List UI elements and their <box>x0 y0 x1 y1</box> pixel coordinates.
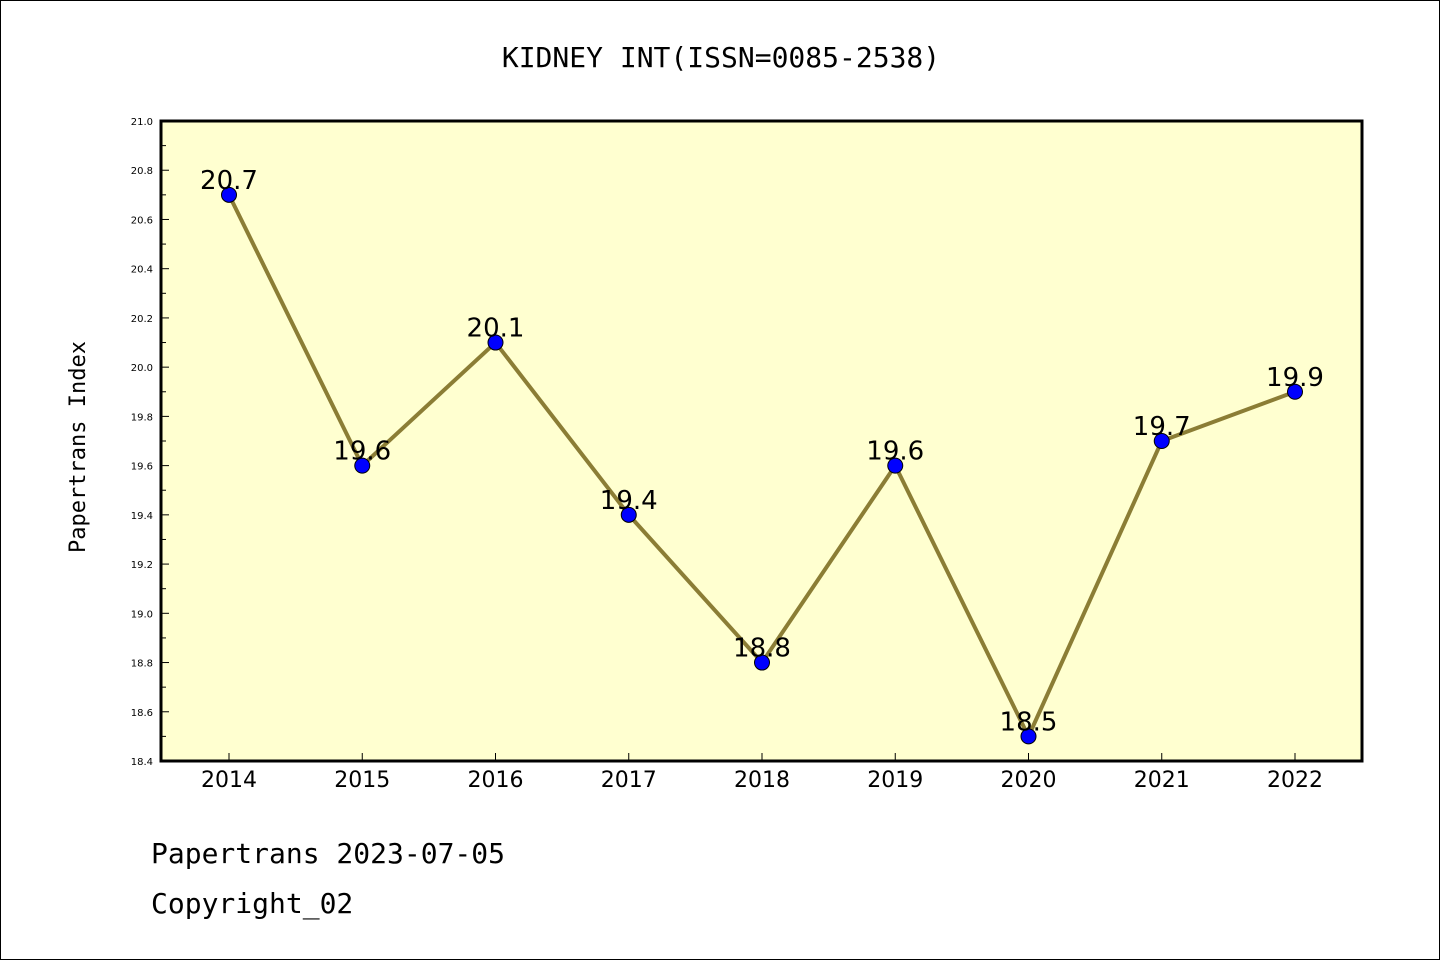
x-tick-label: 2020 <box>1001 768 1057 793</box>
y-tick-label: 19.0 <box>131 609 153 620</box>
data-labels: 20.7 19.6 20.1 19.4 18.8 19.6 18.5 19.7 19.9 <box>200 166 1324 738</box>
y-tick-label: 19.4 <box>131 511 153 522</box>
y-tick-label: 21.0 <box>131 117 153 128</box>
data-label: 20.1 <box>467 314 525 344</box>
x-tick-label: 2015 <box>334 768 390 793</box>
y-tick-label: 18.6 <box>131 708 153 719</box>
y-tick-label: 20.0 <box>131 363 153 374</box>
data-label: 20.7 <box>200 166 258 196</box>
y-tick-label: 20.6 <box>131 215 153 226</box>
data-point <box>620 506 637 523</box>
y-tick-label: 19.6 <box>131 462 153 473</box>
data-label: 18.8 <box>733 634 791 664</box>
data-point <box>1153 433 1170 449</box>
y-tick-label: 20.8 <box>131 166 153 177</box>
y-tick-label: 18.8 <box>131 659 153 670</box>
data-point <box>221 186 237 203</box>
x-tick-label: 2021 <box>1134 768 1190 793</box>
x-tick-label: 2019 <box>867 768 923 793</box>
data-point <box>887 457 904 474</box>
y-tick-label: 19.2 <box>131 560 153 571</box>
y-tick-label: 20.2 <box>131 314 153 325</box>
data-label: 19.4 <box>600 486 658 516</box>
x-axis: 2014 2015 2016 2017 2018 2019 2020 2021 2022 <box>201 753 1323 793</box>
data-point <box>1287 383 1303 400</box>
data-label: 19.9 <box>1266 363 1324 393</box>
data-point <box>487 334 504 351</box>
x-tick-label: 2016 <box>468 768 524 793</box>
y-tick-label: 18.4 <box>131 757 153 768</box>
data-point <box>754 654 770 671</box>
y-tick-label: 19.8 <box>131 412 153 423</box>
y-axis-label: Papertrans Index <box>66 341 91 553</box>
plot-frame <box>159 119 1364 763</box>
footer-copyright: Copyright_02 <box>151 887 354 920</box>
data-point <box>354 457 371 474</box>
data-label: 19.6 <box>333 437 391 467</box>
data-label: 19.6 <box>866 437 924 467</box>
data-points <box>221 186 1303 745</box>
data-label: 19.7 <box>1133 412 1191 442</box>
x-tick-label: 2014 <box>201 768 257 793</box>
y-tick-label: 20.4 <box>131 265 153 276</box>
data-point <box>1020 728 1037 745</box>
x-tick-label: 2017 <box>601 768 657 793</box>
data-label: 18.5 <box>1000 707 1058 737</box>
chart-title: KIDNEY INT(ISSN=0085-2538) <box>502 41 940 74</box>
x-tick-label: 2018 <box>734 768 790 793</box>
footer-date: Papertrans 2023-07-05 <box>151 837 506 870</box>
x-tick-label: 2022 <box>1267 768 1323 793</box>
